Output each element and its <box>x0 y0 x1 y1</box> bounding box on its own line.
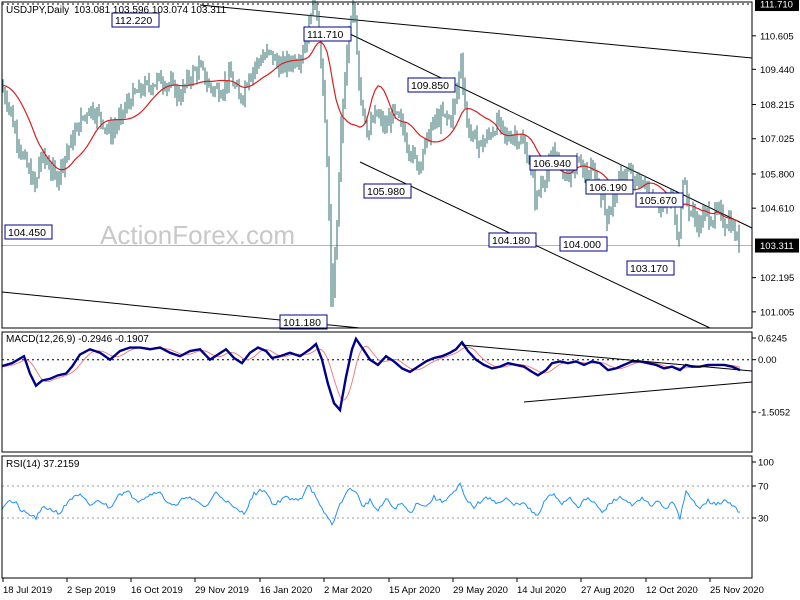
rsi-panel-header: RSI(14) 37.2159 <box>6 459 80 470</box>
price-annotation-label: 103.170 <box>630 263 668 275</box>
price-annotation-label: 105.670 <box>639 195 677 207</box>
price-annotation-box <box>488 232 537 248</box>
price-annotation: 106.940 <box>529 155 578 171</box>
price-annotation-label: 104.180 <box>492 235 530 247</box>
price-annotation-box <box>4 224 53 240</box>
price-tick-label: 107.025 <box>760 134 794 145</box>
price-tick-label: 109.440 <box>760 65 794 76</box>
rsi-tick-label: 100 <box>758 458 774 469</box>
x-tick-label: 2 Sep 2019 <box>67 585 116 596</box>
price-annotation-label: 111.710 <box>307 29 344 41</box>
price-annotation: 112.220 <box>111 12 160 28</box>
macd-panel-header: MACD(12,26,9) -0.2946 -0.1907 <box>6 334 149 345</box>
x-tick-label: 27 Aug 2020 <box>581 585 634 596</box>
x-tick-label: 16 Jan 2020 <box>260 585 312 596</box>
price-annotation-label: 112.220 <box>115 15 152 27</box>
price-annotation-label: 104.450 <box>8 227 46 239</box>
price-annotation-box <box>111 12 160 28</box>
macd-line <box>1 336 741 413</box>
price-annotation-box <box>363 183 412 199</box>
price-panel-frame <box>1 1 753 329</box>
level-price-label: 111.710 <box>760 0 793 11</box>
price-annotation: 103.170 <box>626 260 675 276</box>
price-annotation-box <box>559 236 608 252</box>
macd-upper-trendline <box>461 344 753 372</box>
price-annotation: 109.850 <box>407 77 456 93</box>
price-annotation-label: 109.850 <box>411 80 449 92</box>
price-ohlc: 103.081 103.596 103.074 103.311 <box>74 5 227 16</box>
x-tick-label: 18 Jul 2019 <box>3 585 52 596</box>
watermark: ActionForex.com <box>100 220 295 250</box>
price-annotation-label: 104.000 <box>563 239 601 251</box>
macd-panel: 0.6245 0.00 -1.5052 <box>1 334 790 419</box>
price-annotation-box <box>303 26 352 42</box>
price-annotation-label: 101.180 <box>283 317 321 329</box>
x-tick-label: 14 Jul 2020 <box>517 585 566 596</box>
price-annotation: 106.190 <box>585 179 634 195</box>
price-panel-header: USDJPY,Daily <box>6 5 69 16</box>
x-tick-label: 15 Apr 2020 <box>389 585 440 596</box>
x-tick-label: 2 Mar 2020 <box>324 585 372 596</box>
macd-lower-trendline <box>523 381 753 403</box>
price-tick-label: 104.610 <box>760 204 794 215</box>
price-annotation-box <box>626 260 675 276</box>
price-tick-label: 110.605 <box>760 31 794 42</box>
x-tick-label: 29 Nov 2019 <box>195 585 249 596</box>
rsi-tick-label: 70 <box>758 482 769 493</box>
last-price-box <box>755 238 799 253</box>
macd-panel-frame <box>1 331 753 453</box>
macd-tick-label: -1.5052 <box>758 408 790 419</box>
price-annotation: 104.450 <box>4 224 53 240</box>
price-annotation-box <box>407 77 456 93</box>
last-price-label: 103.311 <box>760 241 794 252</box>
price-tick-label: 101.005 <box>760 307 794 318</box>
price-annotation-label: 106.940 <box>533 158 571 170</box>
x-tick-label: 16 Oct 2019 <box>131 585 183 596</box>
price-tick-label: 105.800 <box>760 169 794 180</box>
price-annotation: 104.180 <box>488 232 537 248</box>
rsi-line <box>1 482 741 526</box>
price-annotation-box <box>279 314 328 330</box>
price-annotation: 101.180 <box>279 314 328 330</box>
price-annotation: 111.710 <box>303 26 352 42</box>
channel-upper-line <box>349 33 753 229</box>
panel-frames: 18 Jul 2019 2 Sep 2019 16 Oct 2019 29 Nov 2… <box>1 1 764 596</box>
price-panel: 110.605 109.440 108.215 107.025 105.800 104.6… <box>1 0 799 330</box>
price-annotation-box <box>635 192 684 208</box>
rsi-panel-frame <box>1 455 753 579</box>
x-tick-label: 12 Oct 2020 <box>646 585 698 596</box>
rsi-tick-label: 30 <box>758 514 769 525</box>
rsi-panel: 100 70 30 <box>1 458 774 526</box>
macd-tick-label: 0.00 <box>758 355 777 366</box>
x-tick-label: 29 May 2020 <box>453 585 508 596</box>
price-annotation: 105.670 <box>635 192 684 208</box>
price-annotation-box <box>529 155 578 171</box>
price-annotation-label: 106.190 <box>589 182 627 194</box>
price-annotation: 105.980 <box>363 183 412 199</box>
price-annotation-label: 105.980 <box>367 186 405 198</box>
price-annotation-box <box>585 179 634 195</box>
price-tick-label: 108.215 <box>760 100 794 111</box>
macd-tick-label: 0.6245 <box>758 334 787 345</box>
upper-trendline <box>199 4 753 59</box>
level-price-box <box>755 0 799 12</box>
x-tick-label: 25 Nov 2020 <box>710 585 764 596</box>
price-tick-label: 102.195 <box>760 273 794 284</box>
price-annotation: 104.000 <box>559 236 608 252</box>
